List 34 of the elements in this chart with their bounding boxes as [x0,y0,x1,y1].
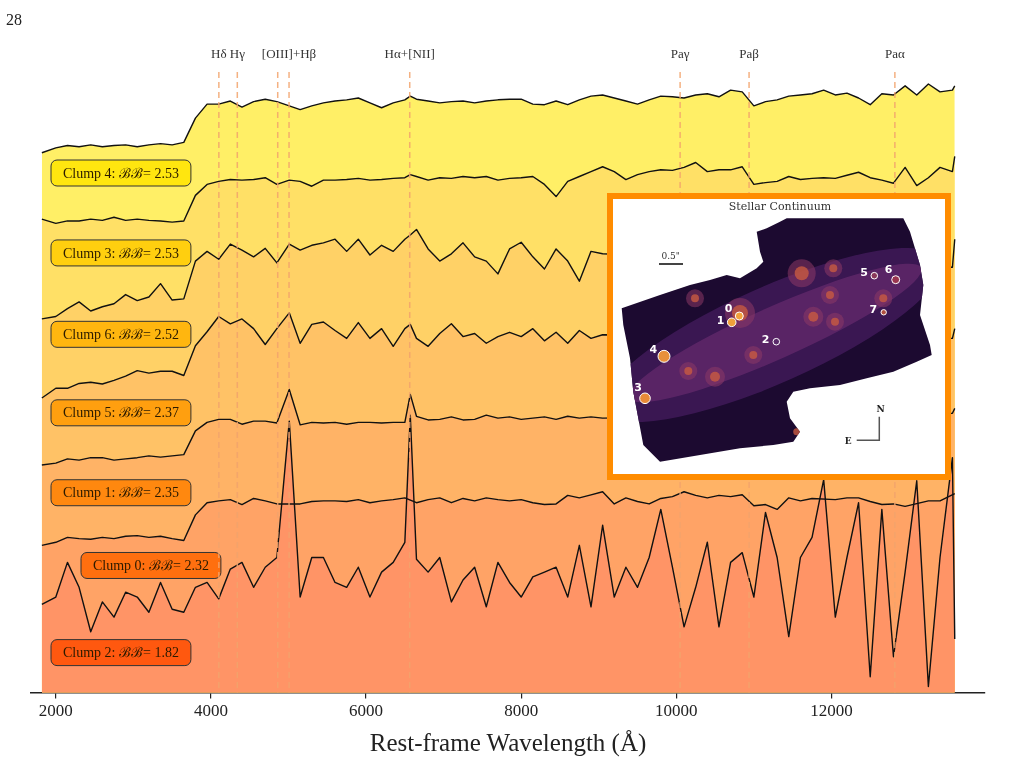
annotation: 2 [761,332,770,346]
x-tick-label: 12000 [810,701,853,721]
annotation: 1 [716,313,725,327]
annotation: 4 [649,342,658,356]
annotation: N [876,403,885,414]
ref-line-label: Paγ [670,46,690,62]
annotation: 0 [724,301,733,315]
ref-line-label: Hα+[NII] [384,46,435,62]
annotation: Stellar Continuum [728,199,832,213]
annotation: 6 [884,262,893,276]
ref-line-label: [OIII]+Hβ [261,46,317,62]
series-label: Clump 0: ℬℬ= 2.32 [93,558,209,574]
annotation: 3 [634,380,642,394]
x-axis-title: Rest-frame Wavelength (Å) [369,728,647,757]
x-tick-label: 8000 [504,701,539,721]
series-label: Clump 2: ℬℬ= 1.82 [63,645,179,661]
ref-line-label: Hδ [211,46,227,62]
series-label: Clump 1: ℬℬ= 2.35 [63,485,179,501]
x-tick-label: 6000 [349,701,384,721]
ref-line-label: Paα [884,46,905,62]
series-label: Clump 4: ℬℬ= 2.53 [63,165,179,181]
annotation: 5 [860,265,868,279]
annotation: 0.5" [661,251,680,261]
series-label: Clump 6: ℬℬ= 2.52 [63,327,179,342]
annotation: E [844,435,852,446]
text: 28 [6,11,22,29]
ref-line-label: Hγ [229,46,246,62]
series-label: Clump 5: ℬℬ= 2.37 [63,405,179,421]
annotation: 7 [869,302,878,316]
ref-line-label: Paβ [739,46,760,62]
x-tick-label: 2000 [38,701,73,721]
x-tick-label: 10000 [655,701,698,721]
series-label: Clump 3: ℬℬ= 2.53 [63,245,179,261]
x-tick-label: 4000 [193,701,228,721]
